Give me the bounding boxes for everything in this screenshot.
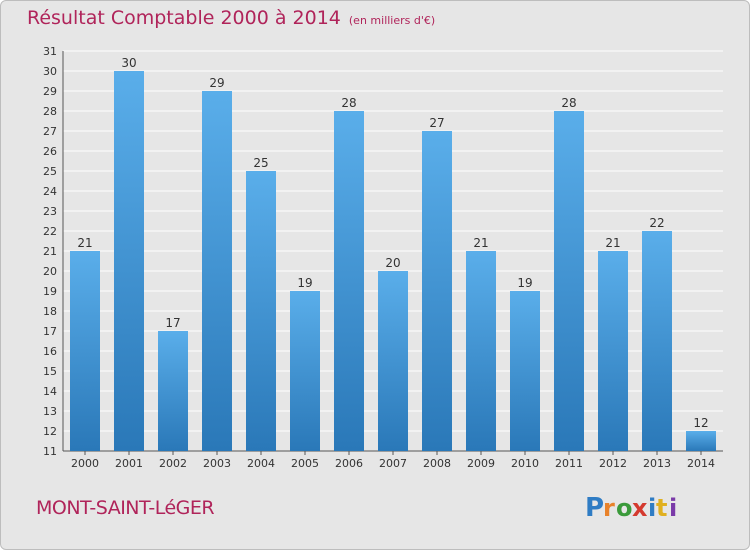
bar-2004 [246,171,276,451]
y-tick-label: 15 [43,365,57,378]
bar-2005 [290,291,320,451]
y-tick-label: 27 [43,125,57,138]
svg-text:P: P [585,493,604,523]
x-tick-label: 2007 [379,457,407,470]
y-tick-label: 12 [43,425,57,438]
bar-value-label: 25 [253,156,268,170]
bar-2007 [378,271,408,451]
y-tick-label: 28 [43,105,57,118]
chart-title: Résultat Comptable 2000 à 2014 (en millie… [27,7,435,29]
bar-2000 [70,251,100,451]
x-tick-label: 2012 [599,457,627,470]
commune-name: MONT-SAINT-LéGER [36,497,215,519]
y-tick-label: 11 [43,445,57,458]
y-tick-label: 13 [43,405,57,418]
y-tick-label: 16 [43,345,57,358]
bar-2010 [510,291,540,451]
bar-2011 [554,111,584,451]
y-tick-label: 31 [43,45,57,58]
chart-unit: (en milliers d'€) [348,14,436,27]
bar-2006 [334,111,364,451]
x-tick-label: 2005 [291,457,319,470]
x-tick-label: 2010 [511,457,539,470]
x-tick-label: 2014 [687,457,715,470]
svg-text:i: i [648,494,656,522]
bar-2002 [158,331,188,451]
x-tick-label: 2009 [467,457,495,470]
x-tick-label: 2002 [159,457,187,470]
y-tick-label: 20 [43,265,57,278]
y-tick-label: 19 [43,285,57,298]
bar-value-label: 21 [605,236,620,250]
bar-value-label: 27 [429,116,444,130]
y-tick-label: 23 [43,205,57,218]
bar-2008 [422,131,452,451]
x-tick-label: 2000 [71,457,99,470]
x-tick-label: 2013 [643,457,671,470]
svg-text:t: t [656,494,667,522]
bar-value-label: 21 [473,236,488,250]
bar-2013 [642,231,672,451]
x-tick-label: 2011 [555,457,583,470]
svg-text:i: i [669,494,677,522]
y-tick-label: 17 [43,325,57,338]
bar-value-label: 21 [77,236,92,250]
bar-value-label: 30 [121,56,136,70]
y-tick-label: 29 [43,85,57,98]
bars [70,71,716,451]
svg-text:o: o [616,494,633,522]
y-tick-label: 26 [43,145,57,158]
x-tick-label: 2004 [247,457,275,470]
bar-value-label: 17 [165,316,180,330]
y-tick-label: 18 [43,305,57,318]
chart-title-text: Résultat Comptable 2000 à 2014 [27,7,341,29]
bar-value-label: 28 [561,96,576,110]
bar-2009 [466,251,496,451]
y-tick-label: 25 [43,165,57,178]
bar-2012 [598,251,628,451]
bar-chart: 11 12 13 14 15 16 17 18 19 20 21 22 23 24 25 26 27 28 29 30… [43,45,723,470]
bar-value-label: 28 [341,96,356,110]
x-tick-label: 2001 [115,457,143,470]
y-tick-label: 30 [43,65,57,78]
bar-2001 [114,71,144,451]
labels: 11 12 13 14 15 16 17 18 19 20 21 22 23 24 25 26 27 28 29 30… [43,45,715,470]
bar-2014 [686,431,716,451]
y-tick-label: 14 [43,385,57,398]
y-tick-label: 24 [43,185,57,198]
bar-value-label: 12 [693,416,708,430]
x-tick-label: 2008 [423,457,451,470]
bar-value-label: 20 [385,256,400,270]
y-tick-label: 21 [43,245,57,258]
svg-text:x: x [632,494,648,522]
svg-text:r: r [603,494,615,522]
bar-value-label: 29 [209,76,224,90]
proxiti-logo: P r o x i t i [585,493,677,523]
x-tick-label: 2006 [335,457,363,470]
x-tick-label: 2003 [203,457,231,470]
bar-value-label: 22 [649,216,664,230]
bar-2003 [202,91,232,451]
bar-value-label: 19 [297,276,312,290]
y-tick-label: 22 [43,225,57,238]
bar-value-label: 19 [517,276,532,290]
